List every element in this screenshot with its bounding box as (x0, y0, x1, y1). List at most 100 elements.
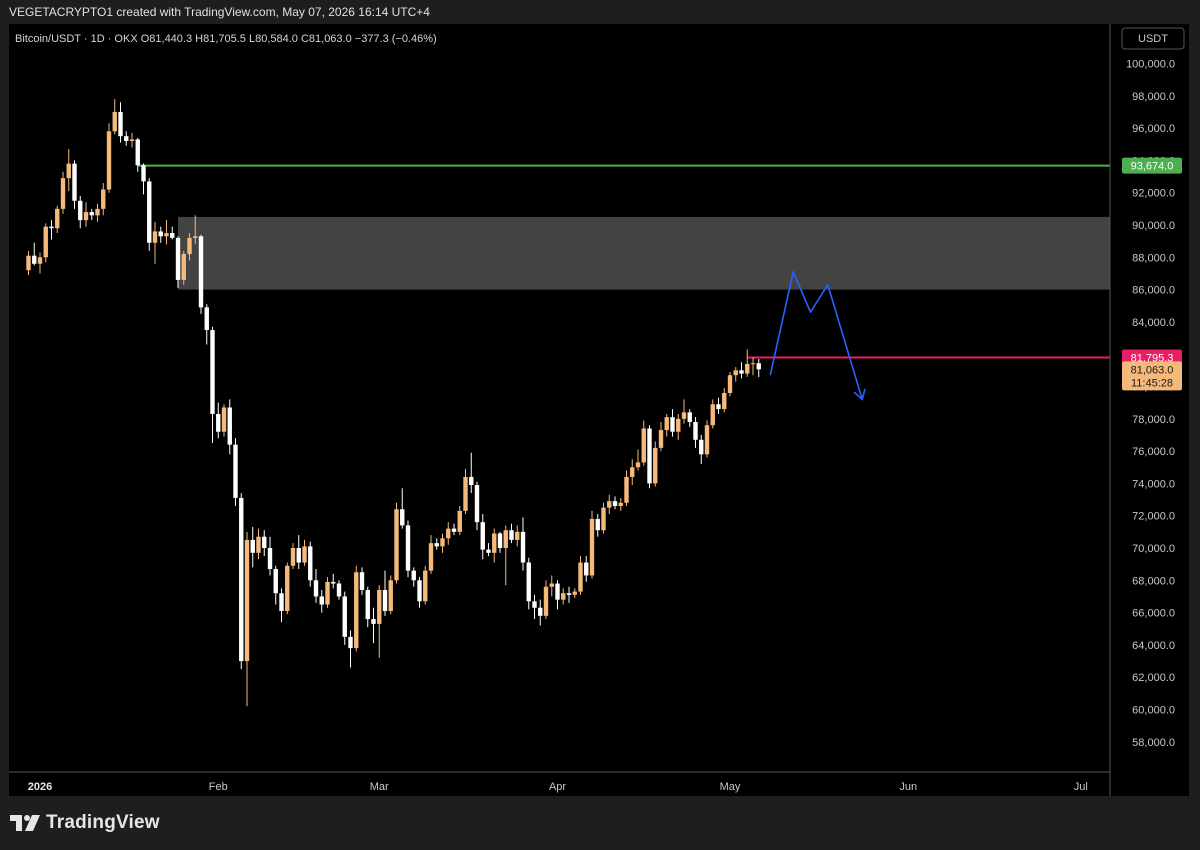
candle[interactable] (658, 422, 664, 452)
candle[interactable] (72, 160, 77, 209)
candle[interactable] (175, 236, 181, 288)
candle[interactable] (262, 530, 267, 557)
candle[interactable] (342, 591, 347, 645)
candle[interactable] (55, 205, 60, 234)
candle[interactable] (147, 178, 152, 251)
candle[interactable] (290, 543, 296, 569)
candle[interactable] (440, 533, 445, 553)
candle[interactable] (750, 357, 756, 376)
candle[interactable] (279, 588, 284, 623)
candle[interactable] (532, 594, 537, 620)
candle[interactable] (400, 488, 405, 529)
candle[interactable] (428, 535, 434, 574)
candle[interactable] (595, 514, 600, 537)
candle[interactable] (710, 399, 715, 429)
candle[interactable] (49, 220, 54, 240)
candle[interactable] (187, 233, 192, 261)
candle[interactable] (198, 234, 204, 314)
price-chart[interactable]: 58,000.0 60,000.0 62,000.0 64,000.0 66,000.0… (9, 24, 1189, 796)
candle[interactable] (66, 149, 71, 192)
candle[interactable] (687, 409, 692, 427)
candle[interactable] (273, 565, 278, 605)
candle[interactable] (716, 397, 721, 414)
candle[interactable] (250, 527, 255, 568)
candle[interactable] (503, 525, 508, 586)
candle[interactable] (474, 481, 480, 531)
candle[interactable] (451, 523, 457, 536)
tradingview-logo[interactable]: TradingView (10, 812, 160, 834)
candle[interactable] (359, 567, 365, 595)
price-axis[interactable]: 58,000.0 60,000.0 62,000.0 64,000.0 66,000.0… (1126, 59, 1175, 749)
candle[interactable] (704, 420, 710, 458)
candle[interactable] (193, 215, 198, 245)
candle[interactable] (124, 131, 129, 146)
currency-button-frame[interactable] (1121, 27, 1185, 50)
candle[interactable] (670, 409, 675, 437)
candle[interactable] (210, 326, 215, 444)
candle[interactable] (233, 438, 238, 507)
candle[interactable] (158, 226, 163, 243)
candle[interactable] (463, 468, 468, 515)
candle[interactable] (388, 575, 393, 615)
candle[interactable] (486, 543, 491, 557)
candle[interactable] (653, 441, 658, 487)
candle[interactable] (411, 567, 416, 587)
candle[interactable] (141, 163, 146, 195)
candle[interactable] (285, 562, 290, 615)
candle[interactable] (60, 171, 66, 214)
candle[interactable] (624, 470, 629, 507)
candle[interactable] (681, 399, 687, 424)
candle[interactable] (394, 502, 399, 584)
candle[interactable] (377, 585, 382, 658)
candle[interactable] (417, 577, 422, 608)
candle[interactable] (302, 539, 307, 566)
candle[interactable] (538, 599, 543, 626)
candle[interactable] (526, 557, 531, 610)
candle[interactable] (561, 588, 566, 605)
candle[interactable] (296, 535, 301, 569)
candle[interactable] (43, 223, 48, 263)
candle[interactable] (589, 510, 595, 579)
candle[interactable] (509, 523, 514, 544)
candle[interactable] (129, 132, 135, 148)
candle[interactable] (469, 452, 474, 494)
candle[interactable] (423, 565, 428, 605)
candle[interactable] (325, 577, 330, 608)
candle[interactable] (584, 556, 589, 582)
candle[interactable] (365, 586, 370, 628)
candle[interactable] (26, 250, 31, 276)
candle[interactable] (106, 123, 112, 193)
candle[interactable] (745, 349, 750, 377)
candle[interactable] (313, 568, 319, 603)
candle[interactable] (641, 420, 646, 466)
projection-path[interactable] (769, 271, 864, 400)
candle[interactable] (630, 459, 635, 486)
candle[interactable] (405, 520, 411, 578)
candle[interactable] (733, 367, 738, 382)
candle[interactable] (492, 528, 497, 563)
candle[interactable] (371, 607, 376, 644)
candle[interactable] (37, 252, 43, 274)
currency-label[interactable]: USDT (1138, 33, 1168, 45)
candle[interactable] (336, 580, 342, 600)
candle[interactable] (607, 494, 612, 515)
candle[interactable] (676, 413, 681, 440)
candle[interactable] (722, 388, 727, 413)
candle[interactable] (578, 556, 583, 595)
candle[interactable] (457, 506, 462, 536)
candle[interactable] (612, 496, 618, 510)
candle[interactable] (699, 434, 704, 465)
candle[interactable] (319, 589, 324, 613)
supply-zone[interactable] (178, 216, 1110, 290)
candle[interactable] (204, 304, 209, 345)
candle[interactable] (256, 528, 261, 560)
candle[interactable] (32, 242, 37, 266)
candle[interactable] (727, 371, 733, 397)
candle[interactable] (308, 541, 313, 587)
candle[interactable] (348, 630, 353, 668)
candle[interactable] (101, 183, 106, 216)
candle[interactable] (331, 573, 336, 589)
candle[interactable] (756, 358, 761, 378)
candle[interactable] (354, 565, 359, 652)
candle[interactable] (78, 195, 83, 229)
